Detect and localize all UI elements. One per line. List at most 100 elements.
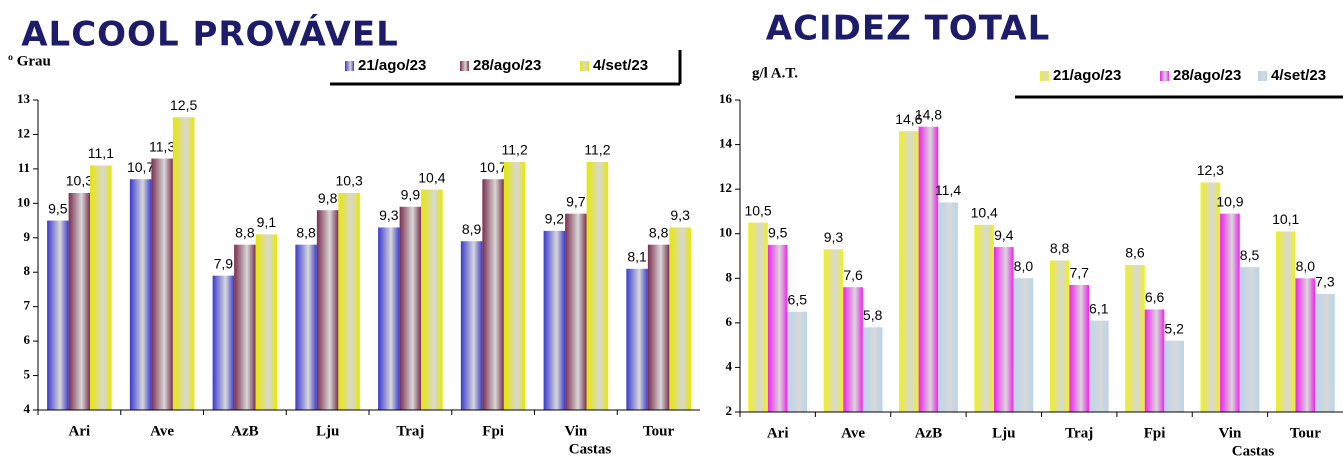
y-tick-label: 10 (719, 225, 732, 240)
bar (212, 275, 235, 410)
y-tick-label: 8 (24, 263, 31, 278)
y-axis-label: º Grau (8, 53, 51, 69)
y-tick-label: 16 (719, 91, 733, 106)
x-tick-label: Ave (841, 425, 865, 441)
y-tick-label: 6 (24, 332, 31, 347)
bar (862, 327, 883, 412)
value-label: 12,5 (170, 97, 197, 113)
x-tick-label: Traj (396, 423, 424, 439)
x-tick-label: Vin (1219, 425, 1242, 441)
y-tick-label: 4 (24, 401, 31, 416)
bar (255, 234, 278, 410)
legend-label: 21/ago/23 (1053, 67, 1121, 84)
value-label: 8,0 (1296, 258, 1316, 274)
legend-label: 4/set/23 (1271, 67, 1326, 84)
value-label: 9,1 (257, 214, 277, 230)
bar (1013, 278, 1034, 412)
value-label: 9,8 (318, 190, 338, 206)
bar (1144, 309, 1165, 412)
x-tick-label: Ave (150, 423, 174, 439)
y-tick-label: 5 (24, 367, 31, 382)
y-tick-label: 2 (726, 403, 733, 418)
y-tick-label: 14 (719, 136, 733, 151)
y-tick-label: 6 (726, 314, 733, 329)
bar (378, 227, 400, 410)
x-tick-label: AzB (915, 425, 943, 441)
value-label: 10,4 (971, 205, 998, 221)
bar (586, 162, 609, 410)
value-label: 8,8 (296, 224, 316, 240)
bar (295, 244, 317, 410)
value-label: 10,3 (66, 173, 93, 189)
x-tick-label: Fpi (482, 423, 504, 439)
value-label: 10,9 (1216, 193, 1243, 209)
value-label: 11,2 (502, 142, 528, 158)
bar (899, 131, 919, 412)
bar (47, 220, 69, 410)
y-tick-label: 9 (24, 229, 31, 244)
bar (1088, 320, 1109, 412)
value-label: 11,4 (935, 182, 961, 198)
x-tick-label: Lju (316, 423, 339, 439)
value-label: 14,6 (895, 111, 922, 127)
value-label: 8,5 (1240, 247, 1260, 263)
value-label: 9,5 (768, 225, 788, 241)
bar (1275, 231, 1296, 412)
value-label: 11,1 (88, 145, 114, 161)
value-label: 8,6 (1125, 245, 1145, 261)
y-axis-label: g/l A.T. (752, 65, 798, 81)
bar (234, 244, 256, 410)
bar (90, 165, 112, 410)
bar (172, 117, 195, 410)
bar (748, 222, 768, 412)
x-tick-label: Ari (767, 425, 789, 441)
value-label: 10,7 (127, 159, 154, 175)
value-label: 8,9 (462, 221, 482, 237)
x-tick-label: Tour (1290, 425, 1321, 441)
bar (918, 126, 939, 412)
value-label: 12,3 (1197, 162, 1224, 178)
x-tick-label: Traj (1065, 425, 1093, 441)
bar (421, 189, 443, 410)
y-tick-label: 10 (17, 194, 30, 209)
x-tick-label: Lju (992, 425, 1015, 441)
value-label: 11,3 (149, 138, 175, 154)
value-label: 9,9 (401, 186, 421, 202)
bar (151, 158, 173, 410)
value-label: 9,3 (824, 229, 844, 245)
value-label: 6,1 (1089, 300, 1109, 316)
bar (460, 241, 483, 410)
value-label: 9,5 (48, 200, 68, 216)
value-label: 10,4 (418, 169, 445, 185)
value-label: 7,6 (843, 267, 863, 283)
y-tick-label: 11 (18, 160, 30, 175)
y-tick-label: 4 (726, 358, 733, 373)
x-tick-label: AzB (231, 423, 259, 439)
bar (565, 213, 587, 410)
bar (129, 179, 152, 410)
bar (974, 224, 995, 412)
legend-label: 4/set/23 (593, 57, 648, 74)
bar (503, 162, 526, 410)
value-label: 7,3 (1315, 274, 1335, 290)
bar (994, 247, 1014, 412)
bar (767, 244, 788, 412)
chart-title: ACIDEZ TOTAL (766, 9, 1050, 49)
value-label: 7,9 (214, 255, 234, 271)
bar (1239, 267, 1260, 412)
value-label: 5,8 (863, 307, 883, 323)
legend-swatch (345, 61, 354, 71)
bar (938, 202, 958, 412)
bar (1220, 213, 1240, 412)
y-tick-label: 7 (24, 298, 31, 313)
legend-swatch (1160, 71, 1169, 81)
bar (1049, 260, 1070, 412)
y-tick-label: 13 (17, 91, 31, 106)
value-label: 14,8 (915, 106, 942, 122)
legend-swatch (580, 61, 589, 71)
chart-title: ALCOOL PROVÁVEL (21, 14, 399, 55)
x-tick-label: Fpi (1144, 425, 1166, 441)
value-label: 8,8 (649, 224, 669, 240)
bar (787, 311, 808, 412)
